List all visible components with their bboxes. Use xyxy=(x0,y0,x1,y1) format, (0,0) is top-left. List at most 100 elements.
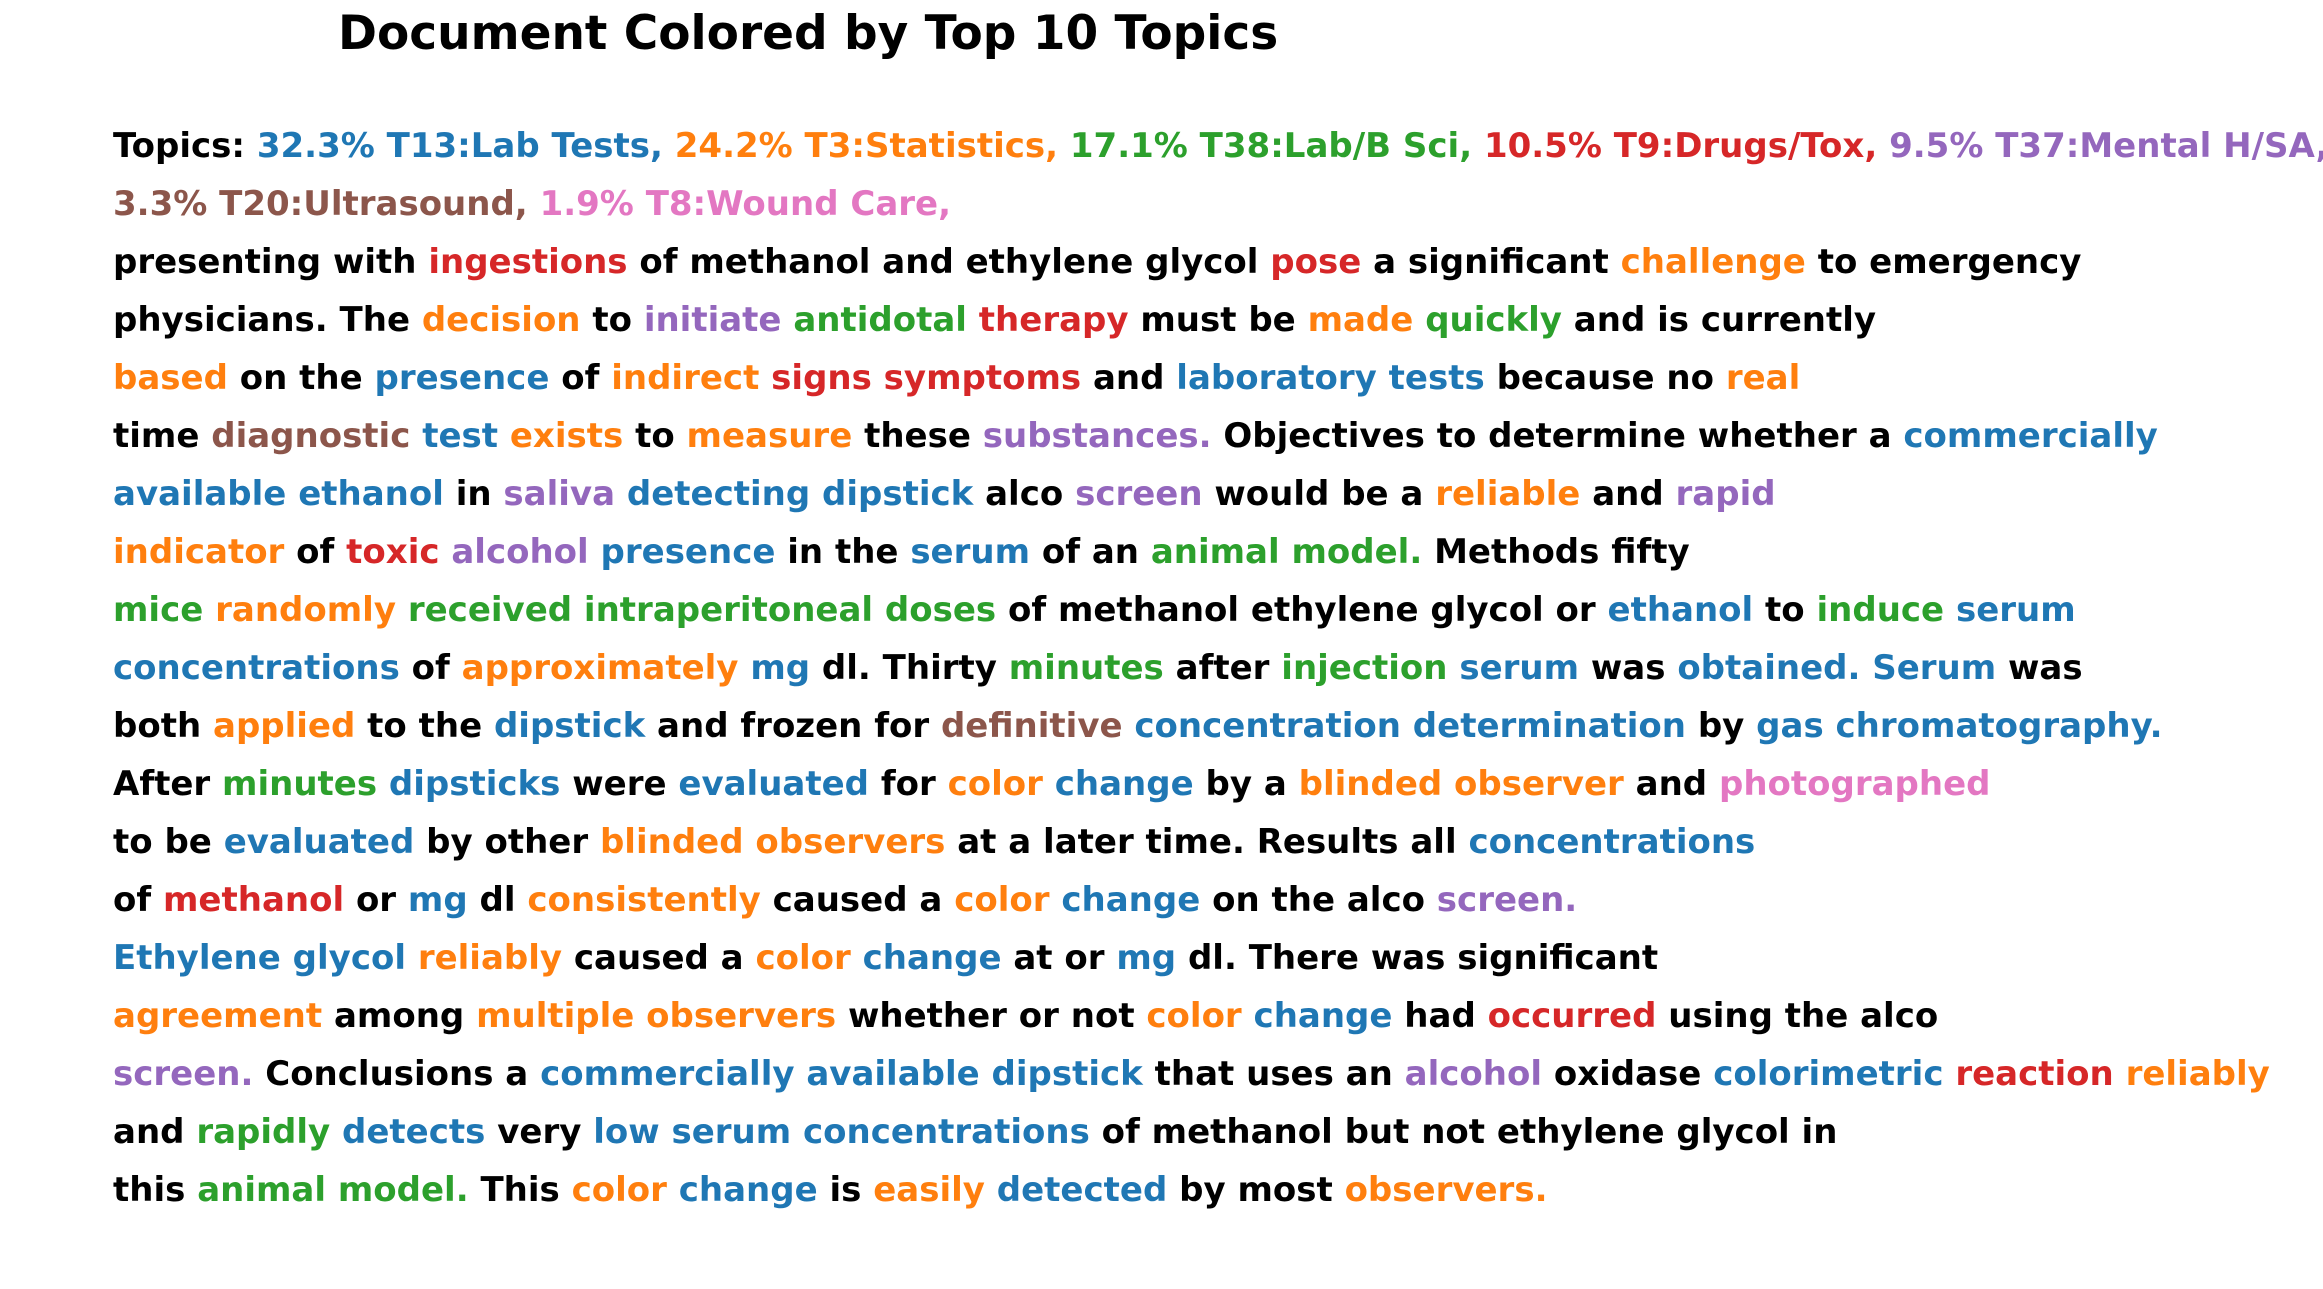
plain-text: among xyxy=(322,996,477,1036)
topic-colored-text: multiple observers xyxy=(476,996,837,1036)
topic-colored-text: change xyxy=(862,938,1002,978)
topic-colored-text: detecting dipstick xyxy=(626,474,974,514)
topic-colored-text: 10.5% T9:Drugs/Tox, xyxy=(1483,126,1890,166)
topic-colored-text: commercially available dipstick xyxy=(540,1054,1143,1094)
topic-colored-text: alcohol xyxy=(1404,1054,1542,1094)
topic-colored-text: serum xyxy=(1955,590,2076,630)
plain-text: in xyxy=(443,474,504,514)
topic-colored-text: animal model. xyxy=(197,1170,469,1210)
topic-colored-text: toxic xyxy=(346,532,440,572)
topic-colored-text: available ethanol xyxy=(113,474,444,514)
topic-colored-text: minutes xyxy=(1008,648,1164,688)
topic-colored-text: reliable xyxy=(1435,474,1581,514)
topic-colored-text: measure xyxy=(686,416,853,456)
topic-colored-text: mg xyxy=(1116,938,1177,978)
plain-text: of xyxy=(549,358,612,398)
plain-text: a significant xyxy=(1361,242,1621,282)
topic-colored-text: challenge xyxy=(1620,242,1806,282)
plain-text xyxy=(985,1170,997,1210)
plain-text: to be xyxy=(113,822,224,862)
plain-text: physicians. The xyxy=(113,300,422,340)
plain-text: and xyxy=(1580,474,1676,514)
document-text-line: available ethanol in saliva detecting di… xyxy=(113,465,2303,523)
topic-colored-text: randomly xyxy=(215,590,396,630)
topics-legend-line: 3.3% T20:Ultrasound, 1.9% T8:Wound Care, xyxy=(113,175,2303,233)
topic-colored-text: animal model. xyxy=(1150,532,1423,572)
plain-text xyxy=(1242,996,1254,1036)
topic-colored-text: color xyxy=(755,938,851,978)
plain-text: must be xyxy=(1128,300,1308,340)
plain-text xyxy=(1050,880,1062,920)
document-text-line: this animal model. This color change is … xyxy=(113,1161,2303,1219)
topic-colored-text: evaluated xyxy=(223,822,415,862)
topic-colored-text: applied xyxy=(213,706,356,746)
topics-legend-line: Topics: 32.3% T13:Lab Tests, 24.2% T3:St… xyxy=(113,117,2323,175)
topic-colored-text: reliably xyxy=(2125,1054,2270,1094)
plain-text: because no xyxy=(1484,358,1726,398)
plain-text: Conclusions a xyxy=(253,1054,541,1094)
plain-text: This xyxy=(468,1170,572,1210)
plain-text: of xyxy=(113,880,163,920)
plain-text: was xyxy=(1996,648,2083,688)
topic-colored-text: photographed xyxy=(1718,764,1991,804)
topic-colored-text: dipstick xyxy=(493,706,646,746)
plain-text: Objectives to determine whether a xyxy=(1211,416,1904,456)
topic-colored-text: 17.1% T38:Lab/B Sci, xyxy=(1069,126,1484,166)
topic-colored-text: 3.3% T20:Ultrasound, xyxy=(113,184,540,224)
document-text-line: mice randomly received intraperitoneal d… xyxy=(113,581,2303,639)
topic-colored-text: serum xyxy=(1459,648,1580,688)
document-text-line: Ethylene glycol reliably caused a color … xyxy=(113,929,2303,987)
topic-colored-text: indirect xyxy=(611,358,760,398)
topic-colored-text: serum xyxy=(910,532,1031,572)
document-text-line: After minutes dipsticks were evaluated f… xyxy=(113,755,2303,813)
plain-text: this xyxy=(113,1170,198,1210)
plain-text: at or xyxy=(1001,938,1117,978)
plain-text: very xyxy=(485,1112,594,1152)
document-text-line: of methanol or mg dl consistently caused… xyxy=(113,871,2303,929)
plain-text: oxidase xyxy=(1542,1054,1714,1094)
topic-colored-text: Ethylene glycol xyxy=(113,938,406,978)
topic-colored-text: concentration determination xyxy=(1134,706,1686,746)
topic-colored-text: observers. xyxy=(1344,1170,1548,1210)
document-text-line: based on the presence of indirect signs … xyxy=(113,349,2303,407)
topic-colored-text: ingestions xyxy=(428,242,628,282)
topic-colored-text: detected xyxy=(996,1170,1168,1210)
topic-colored-text: therapy xyxy=(978,300,1129,340)
plain-text: of xyxy=(284,532,347,572)
plain-text: whether or not xyxy=(836,996,1147,1036)
topic-colored-text: agreement xyxy=(113,996,323,1036)
plain-text: both xyxy=(113,706,213,746)
plain-text: that uses an xyxy=(1142,1054,1405,1094)
plain-text: alco xyxy=(973,474,1076,514)
topic-colored-text: 1.9% T8:Wound Care, xyxy=(539,184,952,224)
topic-colored-text: consistently xyxy=(527,880,761,920)
plain-text: of methanol ethylene glycol or xyxy=(996,590,1608,630)
topic-colored-text: change xyxy=(1061,880,1201,920)
plain-text xyxy=(1123,706,1135,746)
plain-text xyxy=(396,590,408,630)
plain-text xyxy=(377,764,389,804)
plain-text: after xyxy=(1163,648,1282,688)
plain-text: After xyxy=(113,764,223,804)
topic-colored-text: antidotal xyxy=(793,300,967,340)
plain-text: and xyxy=(1081,358,1177,398)
topic-colored-text: signs symptoms xyxy=(771,358,1082,398)
plain-text xyxy=(203,590,215,630)
topic-colored-text: methanol xyxy=(163,880,345,920)
topic-colored-text: color xyxy=(571,1170,667,1210)
topic-colored-text: initiate xyxy=(643,300,782,340)
topic-colored-text: received intraperitoneal doses xyxy=(407,590,997,630)
plain-text xyxy=(759,358,771,398)
topic-colored-text: reliably xyxy=(417,938,563,978)
plain-text: of an xyxy=(1030,532,1151,572)
topic-colored-text: color xyxy=(1146,996,1242,1036)
topic-colored-text: mg xyxy=(407,880,468,920)
topic-colored-text: 32.3% T13:Lab Tests, xyxy=(256,126,675,166)
topic-colored-text: rapid xyxy=(1675,474,1776,514)
plain-text: and xyxy=(113,1112,197,1152)
topic-colored-text: substances. xyxy=(982,416,1212,456)
document-text-line: and rapidly detects very low serum conce… xyxy=(113,1103,2303,1161)
plain-text xyxy=(1943,1054,1955,1094)
plain-text: to xyxy=(580,300,644,340)
topic-colored-text: concentrations xyxy=(1468,822,1756,862)
